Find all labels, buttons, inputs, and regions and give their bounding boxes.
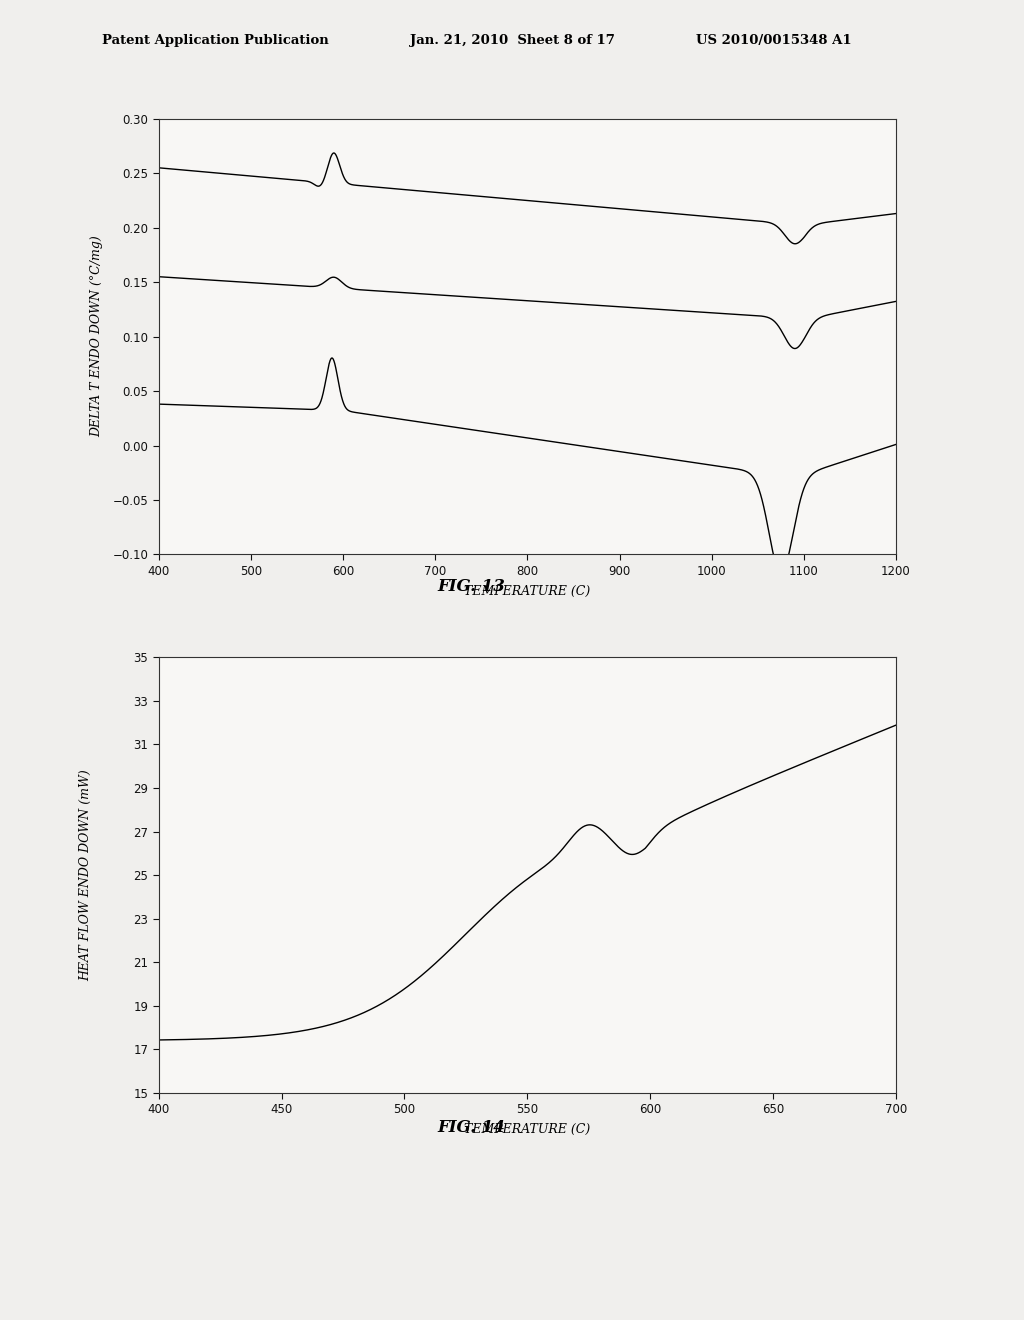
Text: US 2010/0015348 A1: US 2010/0015348 A1 [696, 34, 852, 48]
Y-axis label: DELTA T ENDO DOWN (°C/mg): DELTA T ENDO DOWN (°C/mg) [90, 236, 103, 437]
X-axis label: TEMPERATURE (C): TEMPERATURE (C) [464, 1123, 591, 1137]
Text: Jan. 21, 2010  Sheet 8 of 17: Jan. 21, 2010 Sheet 8 of 17 [410, 34, 614, 48]
Text: FIG. 14: FIG. 14 [437, 1119, 505, 1137]
Y-axis label: HEAT FLOW ENDO DOWN (mW): HEAT FLOW ENDO DOWN (mW) [80, 770, 92, 981]
X-axis label: TEMPERATURE (C): TEMPERATURE (C) [464, 585, 591, 598]
Text: FIG. 13: FIG. 13 [437, 578, 505, 595]
Text: Patent Application Publication: Patent Application Publication [102, 34, 329, 48]
